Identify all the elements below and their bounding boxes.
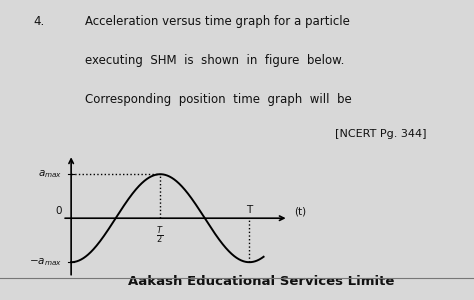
Text: Corresponding  position  time  graph  will  be: Corresponding position time graph will b… xyxy=(85,93,352,106)
Text: $-a_{max}$: $-a_{max}$ xyxy=(29,256,62,268)
Text: executing  SHM  is  shown  in  figure  below.: executing SHM is shown in figure below. xyxy=(85,54,345,67)
Text: $\frac{T}{2}$: $\frac{T}{2}$ xyxy=(156,225,164,247)
Text: 0: 0 xyxy=(56,206,62,216)
Text: $a_{max}$: $a_{max}$ xyxy=(38,168,62,180)
Text: Acceleration versus time graph for a particle: Acceleration versus time graph for a par… xyxy=(85,15,350,28)
Text: Aakash Educational Services Limite: Aakash Educational Services Limite xyxy=(128,275,394,288)
Text: 4.: 4. xyxy=(33,15,45,28)
Text: (t): (t) xyxy=(294,206,306,216)
Text: T: T xyxy=(246,205,253,215)
Text: [NCERT Pg. 344]: [NCERT Pg. 344] xyxy=(335,129,427,139)
